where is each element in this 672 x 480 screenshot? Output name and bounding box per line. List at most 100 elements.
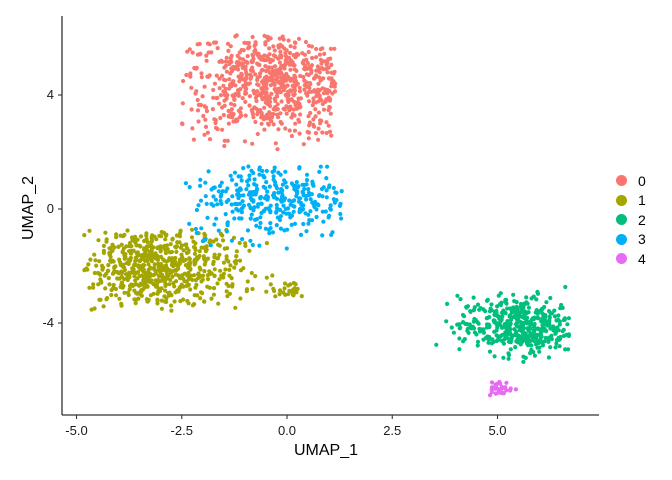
- data-point: [247, 103, 252, 108]
- data-point: [294, 180, 299, 185]
- data-point: [187, 221, 192, 226]
- data-point: [224, 69, 229, 74]
- data-point: [198, 296, 203, 301]
- data-point: [311, 96, 316, 101]
- data-point: [462, 337, 467, 342]
- legend-dot-icon: [616, 253, 627, 265]
- data-point: [499, 310, 504, 315]
- data-point: [291, 93, 296, 98]
- data-point: [223, 59, 228, 64]
- data-point: [278, 90, 283, 95]
- data-point: [536, 333, 541, 338]
- data-point: [87, 228, 92, 233]
- data-point: [181, 78, 186, 84]
- data-point: [489, 302, 494, 307]
- data-point: [490, 337, 495, 342]
- data-point: [304, 178, 310, 183]
- data-point: [191, 137, 196, 142]
- data-point: [274, 202, 279, 208]
- data-point: [108, 246, 113, 251]
- data-point: [249, 59, 254, 64]
- data-point: [224, 55, 229, 60]
- data-point: [289, 76, 294, 81]
- data-point: [190, 303, 195, 308]
- data-point: [223, 63, 228, 68]
- data-point: [190, 50, 195, 55]
- data-point: [253, 274, 258, 279]
- data-point: [554, 341, 559, 346]
- data-point: [112, 269, 117, 274]
- data-point: [225, 221, 230, 226]
- data-point: [101, 250, 106, 255]
- data-point: [278, 111, 283, 116]
- data-point: [260, 67, 265, 73]
- data-point: [217, 183, 223, 189]
- data-point: [166, 293, 171, 298]
- data-point: [242, 40, 247, 45]
- data-point: [241, 193, 246, 198]
- data-point: [304, 72, 309, 77]
- data-point: [224, 257, 229, 262]
- data-point: [258, 220, 263, 226]
- data-point: [261, 175, 267, 180]
- data-point: [227, 267, 232, 272]
- data-point: [217, 86, 222, 91]
- data-point: [247, 190, 252, 195]
- data-point: [263, 64, 268, 69]
- data-point: [246, 183, 251, 188]
- data-point: [120, 249, 125, 254]
- data-point: [220, 233, 225, 238]
- data-point: [100, 265, 106, 270]
- data-point: [224, 254, 229, 259]
- data-point: [500, 332, 505, 337]
- data-point: [202, 269, 207, 274]
- data-point: [144, 244, 150, 249]
- data-point: [250, 286, 255, 292]
- data-point: [230, 282, 235, 287]
- data-point: [322, 87, 328, 92]
- data-point: [268, 221, 273, 226]
- data-point: [524, 295, 529, 300]
- data-point: [308, 65, 313, 70]
- data-point: [101, 304, 106, 309]
- data-point: [217, 252, 222, 257]
- data-point: [219, 273, 224, 278]
- legend-item-4: 4: [616, 249, 646, 269]
- data-point: [159, 229, 164, 235]
- data-point: [251, 88, 256, 93]
- x-axis-ticks: [75, 415, 499, 419]
- data-point: [265, 54, 270, 59]
- data-point: [313, 131, 318, 136]
- data-point: [522, 312, 527, 317]
- data-point: [329, 133, 334, 138]
- data-point: [199, 71, 204, 76]
- data-point: [212, 222, 217, 227]
- data-point: [232, 170, 238, 175]
- data-point: [275, 215, 280, 220]
- data-point: [321, 185, 326, 190]
- data-point: [339, 216, 344, 221]
- data-point: [128, 255, 133, 260]
- data-point: [260, 54, 265, 60]
- legend-label: 1: [638, 192, 646, 209]
- data-point: [198, 267, 203, 272]
- data-point: [252, 177, 257, 182]
- data-point: [254, 188, 259, 193]
- legend-dot-icon: [616, 194, 627, 206]
- data-point: [288, 215, 293, 220]
- data-point: [196, 119, 201, 124]
- data-point: [236, 174, 241, 179]
- data-point: [306, 130, 312, 135]
- data-point: [212, 273, 217, 279]
- data-point: [186, 250, 191, 255]
- data-point: [521, 301, 527, 306]
- data-point: [297, 165, 302, 170]
- data-point: [134, 263, 139, 268]
- data-point: [241, 166, 246, 171]
- data-point: [91, 285, 96, 290]
- data-point: [227, 77, 232, 82]
- data-point: [129, 235, 135, 240]
- data-point: [157, 278, 163, 283]
- data-point: [537, 345, 542, 350]
- data-point: [238, 296, 243, 301]
